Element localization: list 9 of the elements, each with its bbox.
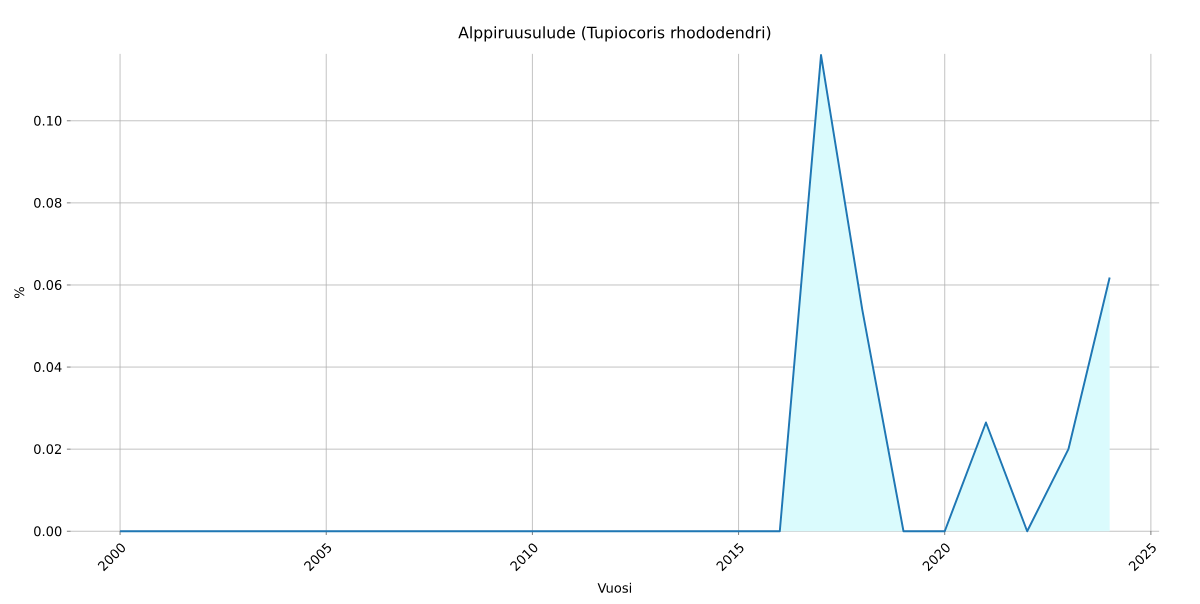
y-tick-label: 0.00 [34,526,62,537]
y-tick-label: 0.10 [34,115,62,126]
y-tick-label: 0.04 [34,362,62,373]
y-tick-label: 0.06 [34,280,62,291]
chart-title: Alppiruusulude (Tupiocoris rhododendri) [458,26,771,42]
y-tick-label: 0.08 [34,198,62,208]
y-axis-title: % [14,287,25,299]
x-axis-title: Vuosi [597,582,632,593]
y-tick-label: 0.02 [34,444,61,455]
